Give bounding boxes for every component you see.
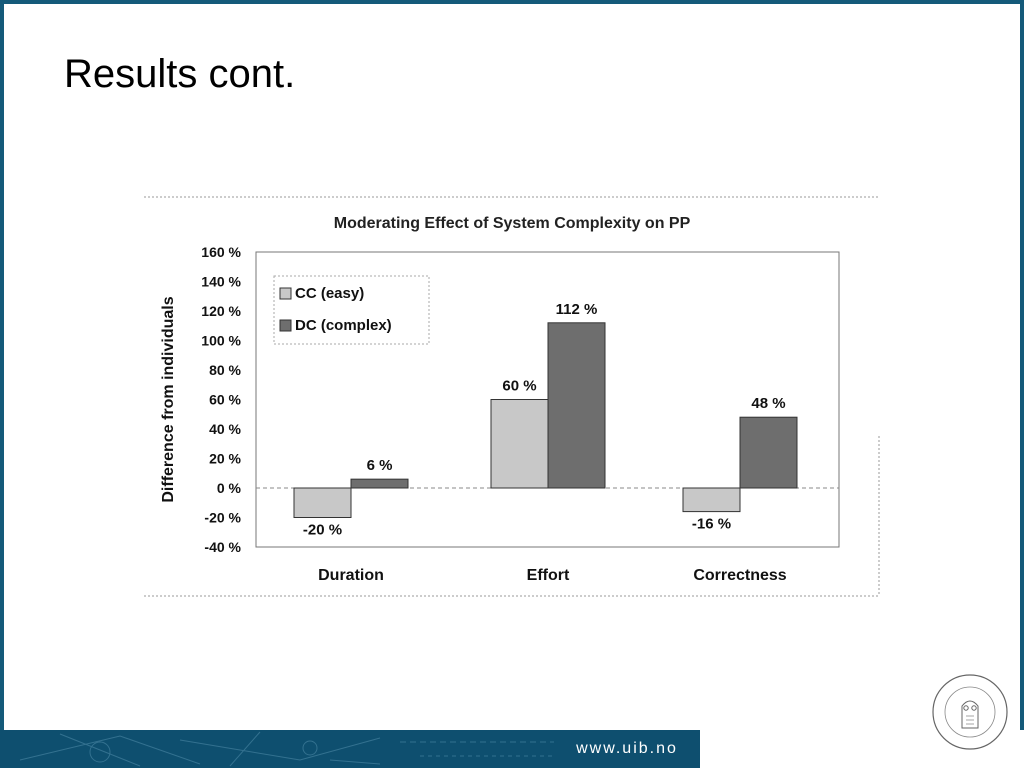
y-tick-label: 80 %	[209, 362, 241, 378]
bar-effort-dc	[547, 322, 606, 489]
data-label: -20 %	[303, 522, 342, 539]
university-seal-icon	[932, 674, 1008, 750]
y-tick-label: 160 %	[201, 244, 241, 260]
chart-title: Moderating Effect of System Complexity o…	[334, 215, 691, 232]
legend-swatch	[279, 287, 292, 300]
data-label: 60 %	[502, 378, 536, 395]
bar-chart: Moderating Effect of System Complexity o…	[144, 196, 880, 597]
legend-label: DC (complex)	[295, 317, 392, 334]
legend-label: CC (easy)	[295, 285, 364, 302]
bar-duration-dc	[350, 478, 409, 489]
footer-url-link[interactable]: www.uib.no	[576, 740, 678, 757]
legend-box	[273, 275, 430, 345]
data-label: -16 %	[692, 516, 731, 533]
y-axis-label: Difference from individuals	[160, 296, 177, 502]
legend-swatch	[279, 319, 292, 332]
bar-duration-cc	[293, 487, 352, 518]
y-tick-label: 20 %	[209, 451, 241, 467]
data-label: 112 %	[556, 301, 598, 318]
chart-container: Moderating Effect of System Complexity o…	[144, 196, 880, 598]
x-category-label: Correctness	[693, 567, 786, 584]
data-label: 48 %	[751, 395, 785, 412]
footer-decoration	[19, 731, 600, 767]
y-tick-label: 100 %	[201, 333, 241, 349]
bar-correctness-dc	[739, 416, 798, 489]
plot-area	[255, 251, 840, 548]
y-tick-label: 60 %	[209, 392, 241, 408]
y-tick-label: -40 %	[204, 539, 241, 555]
y-tick-label: 120 %	[201, 303, 241, 319]
x-category-label: Duration	[318, 567, 384, 584]
y-tick-label: 0 %	[217, 480, 242, 496]
bar-effort-cc	[490, 399, 549, 489]
data-label: 6 %	[367, 457, 393, 474]
y-tick-label: -20 %	[204, 510, 241, 526]
bar-correctness-cc	[682, 487, 741, 513]
footer-url-box[interactable]: www.uib.no	[554, 730, 700, 768]
y-tick-label: 40 %	[209, 421, 241, 437]
y-tick-label: 140 %	[201, 274, 241, 290]
x-category-label: Effort	[527, 567, 570, 584]
slide-title: Results cont.	[64, 52, 296, 96]
